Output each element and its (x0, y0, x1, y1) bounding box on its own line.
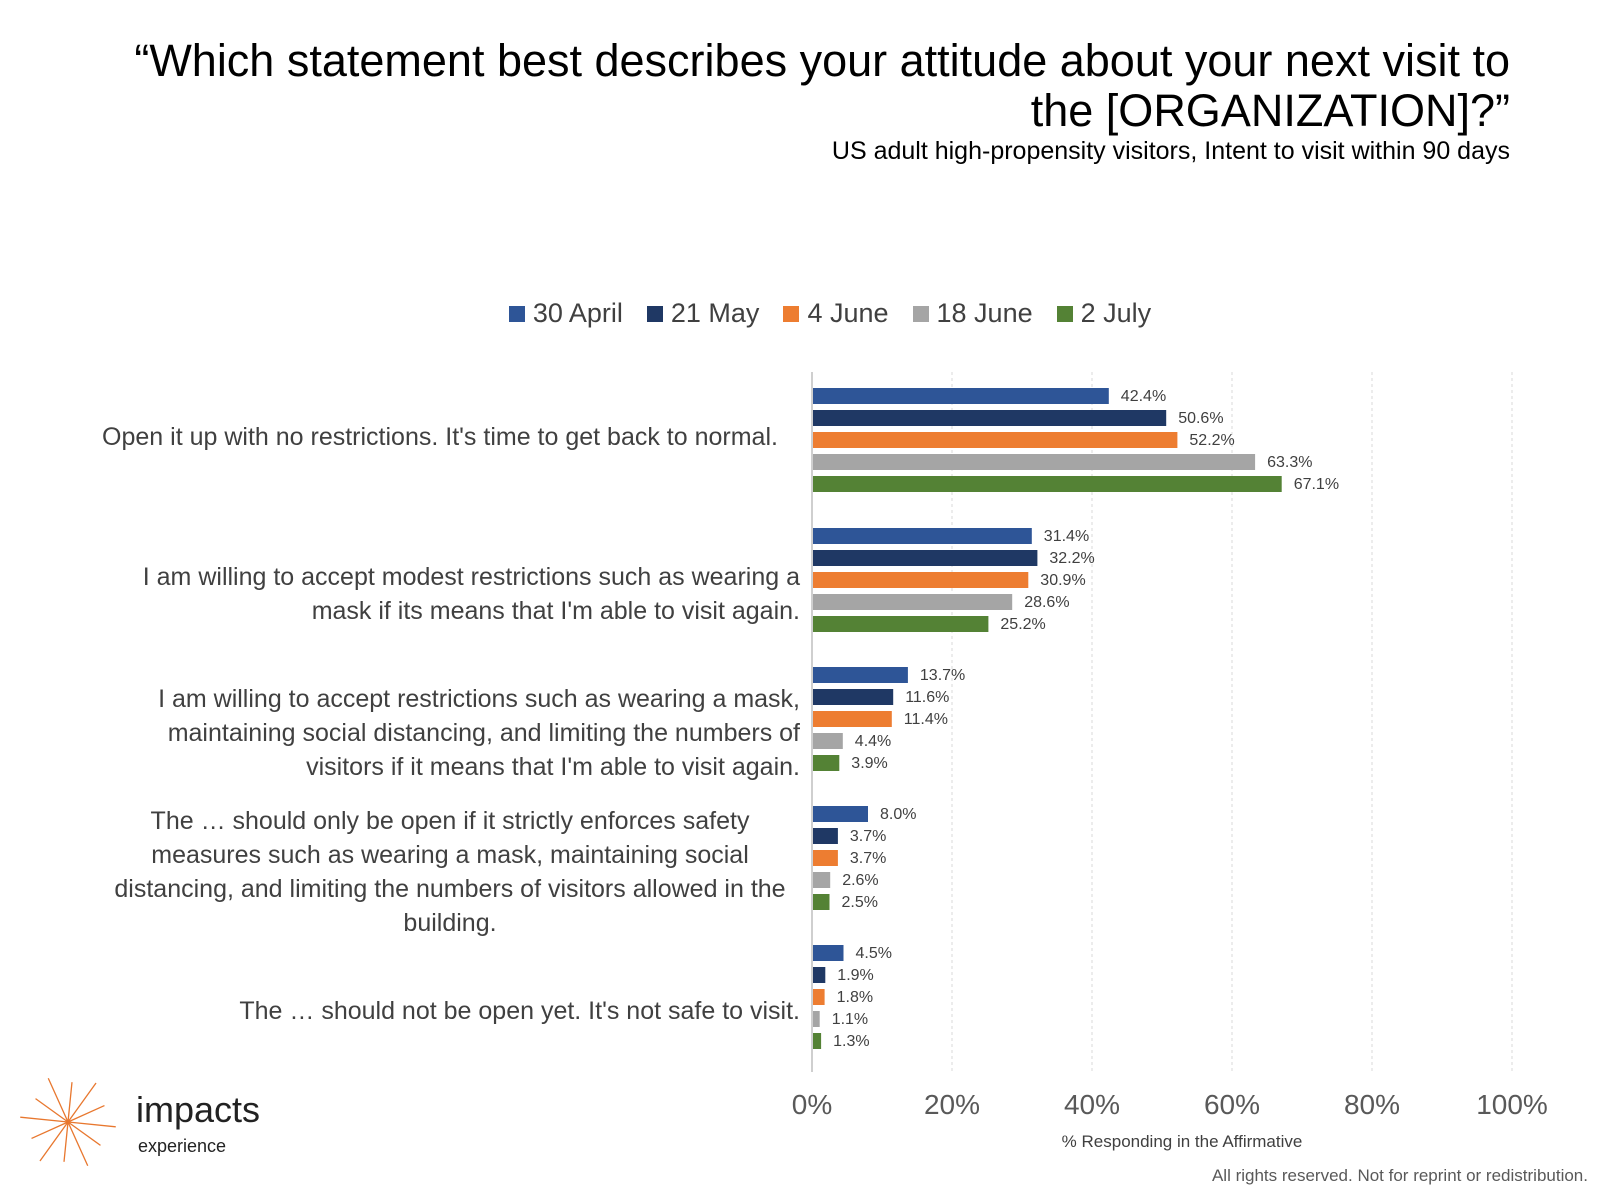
bar (813, 689, 894, 705)
bar (813, 667, 908, 683)
bar (813, 388, 1109, 404)
bar (813, 616, 989, 632)
bar (813, 410, 1167, 426)
chart-title: “Which statement best describes your att… (134, 35, 1510, 136)
legend-item: 21 May (646, 298, 760, 329)
bar (813, 755, 840, 771)
company-logo: impacts experience (18, 1070, 268, 1180)
data-label: 8.0% (880, 806, 916, 823)
x-axis-label: % Responding in the Affirmative (1061, 1132, 1303, 1151)
data-label: 3.7% (850, 828, 886, 845)
legend-swatch (912, 305, 929, 322)
bar (813, 572, 1029, 588)
legend-swatch (508, 305, 525, 322)
legend-label: 30 April (532, 298, 623, 328)
bar (813, 476, 1282, 492)
legend-swatch (646, 305, 663, 322)
legend-label: 18 June (936, 298, 1033, 328)
bar (813, 850, 838, 866)
legend-item: 4 June (783, 298, 889, 329)
data-label: 1.9% (837, 967, 873, 984)
legend-label: 2 July (1080, 298, 1152, 328)
data-label: 42.4% (1121, 388, 1166, 405)
bar (813, 828, 838, 844)
bar (813, 454, 1256, 470)
x-tick-label: 40% (1064, 1089, 1120, 1120)
logo-wordmark: impacts (136, 1089, 261, 1130)
data-label: 1.3% (833, 1033, 869, 1050)
legend-item: 30 April (508, 298, 623, 329)
data-label: 50.6% (1178, 410, 1223, 427)
data-label: 4.4% (855, 733, 891, 750)
data-label: 30.9% (1040, 572, 1085, 589)
bar (813, 550, 1038, 566)
legend-item: 2 July (1056, 298, 1152, 329)
x-tick-label: 20% (924, 1089, 980, 1120)
legend-item: 18 June (912, 298, 1033, 329)
data-label: 2.6% (842, 872, 878, 889)
legend-label: 21 May (670, 298, 760, 328)
data-label: 25.2% (1000, 616, 1045, 633)
bar (813, 806, 868, 822)
copyright-footer: All rights reserved. Not for reprint or … (1211, 1166, 1588, 1185)
category-label: The … should not be open yet. It's not s… (239, 997, 800, 1025)
data-label: 4.5% (856, 945, 892, 962)
data-label: 28.6% (1024, 594, 1069, 611)
data-label: 2.5% (842, 894, 878, 911)
data-label: 11.6% (905, 689, 949, 706)
category-label: Open it up with no restrictions. It's ti… (102, 423, 778, 451)
x-tick-label: 100% (1476, 1089, 1548, 1120)
data-label: 1.8% (837, 989, 873, 1006)
data-label: 31.4% (1044, 528, 1089, 545)
bar (813, 894, 830, 910)
bar (813, 967, 826, 983)
data-label: 13.7% (920, 667, 965, 684)
bar (813, 733, 843, 749)
data-label: 52.2% (1189, 432, 1234, 449)
category-label: I am willing to accept modest restrictio… (142, 563, 800, 625)
x-tick-label: 60% (1204, 1089, 1260, 1120)
data-label: 67.1% (1294, 476, 1339, 493)
bar (813, 989, 825, 1005)
data-label: 32.2% (1049, 550, 1094, 567)
data-label: 63.3% (1267, 454, 1312, 471)
chart-legend: 30 April 21 May 4 June 18 June 2 July (0, 298, 1620, 329)
bar (813, 1011, 820, 1027)
category-label: The … should only be open if it strictly… (114, 807, 786, 937)
sunburst-icon (20, 1077, 116, 1167)
data-label: 11.4% (904, 711, 948, 728)
data-label: 3.9% (851, 755, 887, 772)
x-tick-label: 80% (1344, 1089, 1400, 1120)
bar (813, 872, 831, 888)
bar (813, 1033, 822, 1049)
x-tick-label: 0% (792, 1089, 832, 1120)
bar (813, 432, 1178, 448)
bar (813, 945, 844, 961)
logo-subtext: experience (138, 1136, 227, 1156)
data-label: 3.7% (850, 850, 886, 867)
chart-subtitle: US adult high-propensity visitors, Inten… (831, 137, 1510, 165)
bar (813, 528, 1032, 544)
data-label: 1.1% (832, 1011, 868, 1028)
bar (813, 711, 892, 727)
legend-swatch (1056, 305, 1073, 322)
bar (813, 594, 1013, 610)
legend-label: 4 June (807, 298, 889, 328)
category-label: I am willing to accept restrictions such… (158, 685, 800, 781)
legend-swatch (783, 305, 800, 322)
